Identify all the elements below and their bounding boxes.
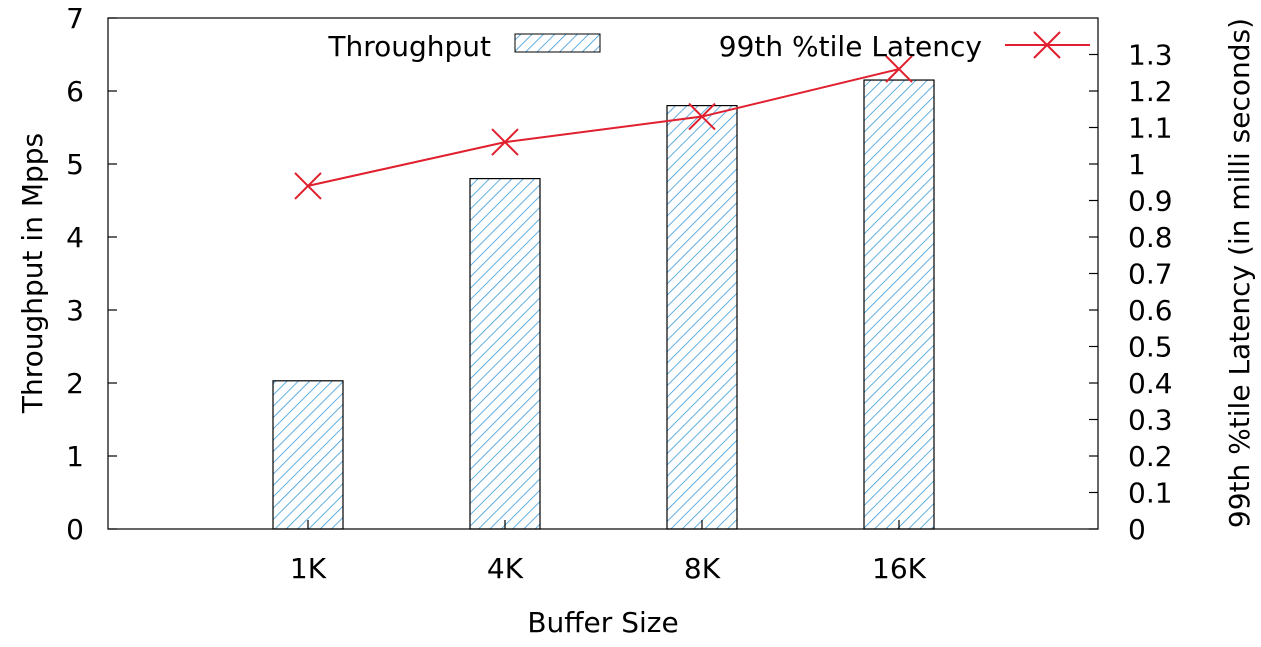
y2-tick-label: 0.5 [1128, 331, 1173, 364]
legend-label-throughput: Throughput [327, 30, 491, 63]
bar-8K [666, 104, 738, 530]
line-layer [294, 55, 913, 200]
y2-tick-label: 0.9 [1128, 185, 1173, 218]
x-axis-title: Buffer Size [527, 606, 678, 639]
y2-tick-label: 0.7 [1128, 258, 1173, 291]
y-tick-label: 2 [66, 367, 84, 400]
latency-line [307, 68, 900, 187]
legend-label-latency: 99th %tile Latency [719, 30, 982, 63]
y-tick-label: 7 [66, 2, 84, 35]
y2-tick-label: 1.2 [1128, 75, 1173, 108]
y-tick-label: 6 [66, 75, 84, 108]
x-axis: 1K 4K 8K 16K [290, 520, 927, 585]
y2-tick-label: 0.8 [1128, 221, 1173, 254]
legend: Throughput 99th %tile Latency [327, 30, 1090, 63]
latency-point-16K [885, 55, 913, 83]
y2-tick-label: 1.1 [1128, 112, 1173, 145]
latency-point-4K [491, 128, 519, 156]
y-tick-label: 4 [66, 221, 84, 254]
bar-16K [863, 79, 935, 530]
y2-tick-label: 0.4 [1128, 367, 1173, 400]
y-tick-label: 0 [66, 513, 84, 546]
x-tick-label-8K: 8K [684, 552, 721, 585]
y2-tick-label: 1 [1128, 148, 1146, 181]
y-axis-title: Throughput in Mpps [16, 133, 49, 414]
latency-point-8K [688, 102, 716, 131]
bars-layer [272, 79, 935, 530]
legend-swatch-throughput [514, 33, 601, 53]
bar-1K [272, 380, 344, 530]
x-tick-label-4K: 4K [487, 552, 524, 585]
y2-tick-label: 0.6 [1128, 294, 1173, 327]
x-tick-label-16K: 16K [872, 552, 927, 585]
legend-marker-latency [1033, 31, 1061, 59]
x-tick-label-1K: 1K [290, 552, 327, 585]
bar-4K [469, 178, 541, 530]
plot-frame [107, 17, 1099, 530]
y2-tick-label: 0.1 [1128, 477, 1173, 510]
y-axis-left: 0 1 2 3 4 5 6 7 [66, 2, 117, 546]
y2-tick-label: 0 [1128, 513, 1146, 546]
y-axis-right: 00.1 0.20.3 0.40.5 0.60.7 0.80.9 11.1 1.21.3 [1089, 39, 1173, 546]
y2-axis-title: 99th %tile Latency (in milli seconds) [1223, 18, 1256, 528]
legend-marker-x [1033, 31, 1061, 59]
y2-tick-label: 1.3 [1128, 39, 1173, 72]
y2-tick-label: 0.3 [1128, 404, 1173, 437]
latency-point-1K [294, 172, 322, 200]
y2-tick-label: 0.2 [1128, 440, 1173, 473]
y-tick-label: 1 [66, 440, 84, 473]
y-tick-label: 5 [66, 148, 84, 181]
y-tick-label: 3 [66, 294, 84, 327]
